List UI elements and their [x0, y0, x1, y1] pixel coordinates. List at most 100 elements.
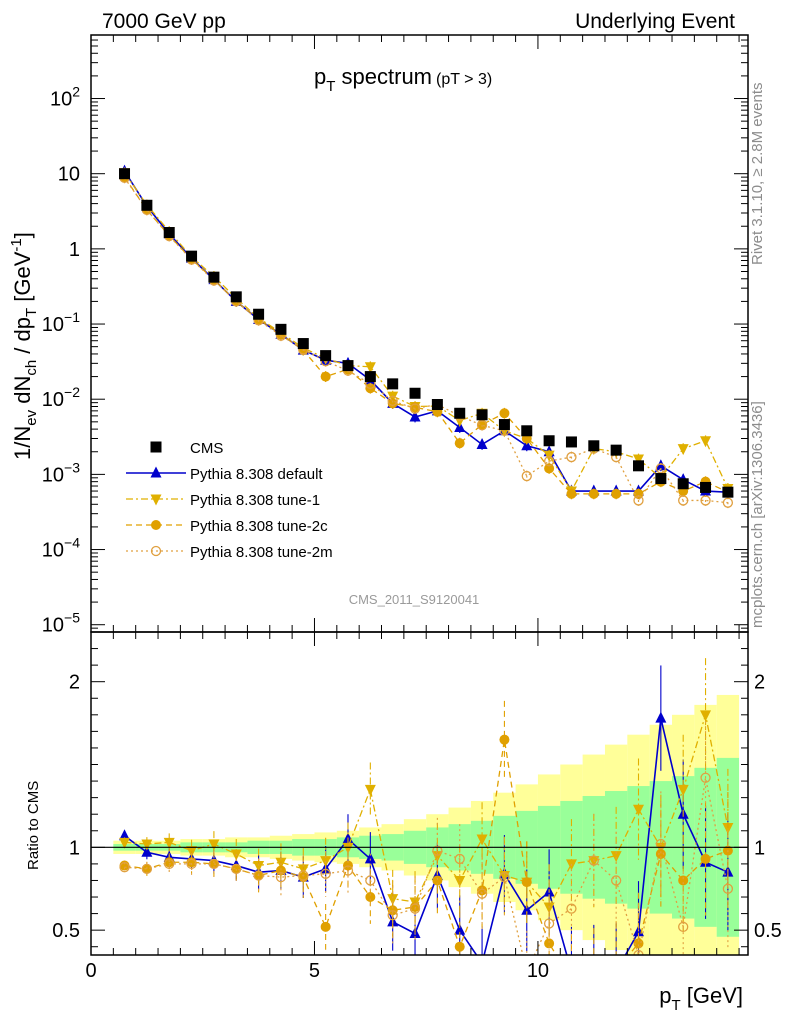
ratio-point-pythia-8-308-tune-2c [432, 875, 443, 886]
ratio-point-pythia-8-308-tune-2c [454, 941, 465, 952]
point-pythia-8-308-tune-1 [677, 444, 689, 456]
x-tick-label: 10 [527, 960, 549, 982]
ratio-point-pythia-8-308-tune-2m [543, 918, 555, 929]
point-cms [163, 227, 175, 239]
ratio-point-pythia-8-308-tune-2c [477, 885, 488, 896]
point-cms [275, 323, 287, 335]
ratio-point-pythia-8-308-tune-1 [633, 804, 644, 816]
point-pythia-8-308-tune-2c [454, 438, 465, 449]
ratio-point-pythia-8-308-default [119, 829, 131, 841]
point-cms [320, 350, 332, 362]
ratio-point-pythia-8-308-tune-2c [678, 875, 689, 886]
point-pythia-8-308-tune-2m [633, 495, 644, 506]
ratio-point-pythia-8-308-tune-1 [543, 902, 555, 914]
point-pythia-8-308-tune-2c [566, 488, 577, 499]
point-pythia-8-308-tune-2m [655, 463, 666, 474]
point-cms [700, 481, 712, 493]
point-cms [476, 409, 488, 421]
ratio-point-pythia-8-308-tune-1 [588, 856, 600, 868]
ratio-point-pythia-8-308-tune-1 [364, 784, 376, 796]
legend-label-cms: CMS [190, 440, 223, 457]
point-cms [498, 419, 510, 431]
mcplots-label: mcplots.cern.ch [arXiv:1306.3436] [749, 401, 766, 628]
legend: CMS Pythia 8.308 default Pythia 8.308 tune… [126, 440, 333, 561]
ratio-point-pythia-8-308-tune-2m [342, 865, 354, 876]
ratio-point-pythia-8-308-tune-2m [164, 858, 175, 870]
top-y-tick-label: 10−2 [42, 384, 80, 411]
point-cms [364, 371, 376, 383]
point-pythia-8-308-tune-2m [543, 455, 555, 467]
x-axis-label: pT [GeV] [659, 983, 743, 1014]
ratio-point-pythia-8-308-tune-1 [722, 822, 734, 834]
ratio-point-pythia-8-308-tune-2m [141, 863, 153, 875]
point-pythia-8-308-tune-2m [476, 420, 488, 431]
ratio-point-pythia-8-308-tune-2c [521, 877, 532, 888]
ratio-point-pythia-8-308-tune-2m [253, 870, 264, 881]
ratio-point-pythia-8-308-tune-2m [566, 903, 577, 914]
ratio-y-tick-label-right: 0.5 [754, 920, 782, 942]
ratio-point-pythia-8-308-tune-2m [298, 870, 309, 881]
point-cms [677, 478, 689, 490]
point-cms [387, 378, 399, 390]
legend-label-pythia-8-308-tune-1: Pythia 8.308 tune-1 [190, 492, 320, 509]
point-cms [431, 399, 443, 411]
point-cms [409, 387, 421, 399]
point-cms [186, 250, 198, 262]
ratio-y-tick-label-left: 1 [69, 837, 80, 859]
point-pythia-8-308-tune-2m [678, 495, 689, 506]
top-y-tick-label: 10 [58, 164, 80, 186]
analysis-label: CMS_2011_S9120041 [349, 592, 480, 607]
ratio-point-pythia-8-308-tune-1 [454, 875, 466, 887]
plot-title: pT spectrum (pT > 3) [314, 64, 492, 95]
ratio-line-pythia-8-308-tune-2m [124, 777, 729, 955]
ratio-point-pythia-8-308-default [454, 923, 466, 935]
ratio-point-pythia-8-308-tune-2m [499, 871, 510, 883]
rivet-label: Rivet 3.1.10, ≥ 2.8M events [749, 83, 766, 266]
legend-marker-pythia-8-308-default [150, 466, 162, 478]
ratio-point-pythia-8-308-tune-2m [365, 875, 376, 886]
top-y-tick-label: 10−1 [42, 309, 80, 336]
ratio-point-pythia-8-308-tune-2m [432, 845, 443, 856]
series-line-pythia-8-308-tune-1 [123, 172, 729, 493]
point-pythia-8-308-tune-2m [566, 451, 577, 463]
series-line-pythia-8-308-tune-2m [123, 177, 728, 504]
top-y-axis-label: 1/Nev dNch / dpT [GeV-1] [8, 232, 40, 460]
point-pythia-8-308-tune-2m [387, 395, 398, 407]
ratio-point-pythia-8-308-tune-2c [700, 853, 711, 864]
ratio-point-pythia-8-308-tune-2c [208, 858, 219, 869]
ratio-point-pythia-8-308-tune-2m [700, 772, 711, 783]
ratio-line-pythia-8-308-tune-1 [124, 714, 729, 909]
top-series-group [119, 164, 734, 509]
point-cms [141, 199, 153, 211]
ratio-point-pythia-8-308-tune-2m [231, 863, 242, 875]
point-cms [297, 338, 309, 350]
ratio-point-pythia-8-308-tune-1 [342, 842, 354, 854]
ratio-point-pythia-8-308-default [141, 845, 153, 857]
point-pythia-8-308-tune-2m [722, 497, 734, 508]
point-pythia-8-308-tune-2m [521, 470, 532, 482]
point-pythia-8-308-default [476, 437, 488, 449]
point-pythia-8-308-tune-2m [700, 495, 711, 506]
ratio-point-pythia-8-308-tune-2c [365, 892, 376, 903]
legend-label-pythia-8-308-tune-2m: Pythia 8.308 tune-2m [190, 544, 333, 561]
legend-label-pythia-8-308-tune-2c: Pythia 8.308 tune-2c [190, 518, 328, 535]
legend-label-pythia-8-308-default: Pythia 8.308 default [190, 466, 323, 483]
ratio-point-pythia-8-308-tune-1 [163, 837, 175, 849]
point-pythia-8-308-tune-2c [499, 408, 510, 419]
ratio-y-tick-label-right: 2 [754, 672, 765, 694]
ratio-point-pythia-8-308-tune-2m [611, 875, 622, 886]
ratio-point-pythia-8-308-tune-2c [655, 848, 666, 859]
ratio-point-pythia-8-308-tune-2c [499, 734, 510, 745]
point-cms [633, 460, 644, 472]
ratio-y-tick-label-left: 2 [69, 672, 80, 694]
legend-marker-pythia-8-308-tune-1 [150, 494, 162, 506]
ratio-point-pythia-8-308-tune-2m [633, 949, 644, 955]
x-tick-label: 0 [85, 960, 96, 982]
ratio-point-pythia-8-308-tune-2c [231, 863, 242, 874]
top-y-tick-label: 10−4 [42, 535, 80, 562]
point-cms [119, 168, 131, 180]
top-y-tick-label: 1 [69, 239, 80, 261]
ratio-point-pythia-8-308-tune-1 [387, 894, 399, 906]
x-tick-label: 5 [309, 960, 320, 982]
